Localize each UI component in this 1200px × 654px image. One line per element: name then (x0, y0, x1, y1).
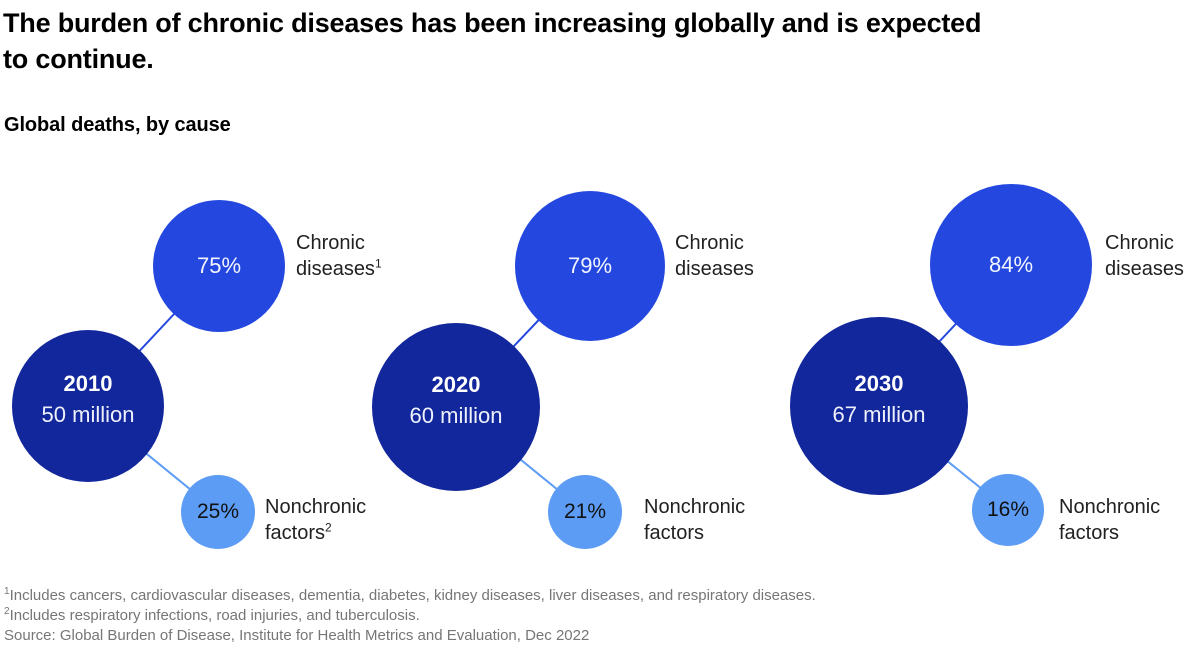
total-deaths-bubble-2010: 2010 50 million (12, 330, 164, 482)
chart-title: The burden of chronic diseases has been … (3, 5, 1183, 77)
chronic-label-2020-line2: diseases (675, 256, 754, 282)
nonchronic-bubble-2010: 25% (181, 475, 255, 549)
total-deaths-bubble-2020: 2020 60 million (372, 323, 540, 491)
year-label-2030: 2030 (854, 371, 904, 396)
source-line-text: Source: Global Burden of Disease, Instit… (4, 627, 590, 644)
footnote-1-text: Includes cancers, cardiovascular disease… (9, 587, 816, 604)
nonchronic-label-2010-line1: Nonchronic (265, 496, 367, 518)
nonchronic-label-2020-line2: factors (644, 520, 745, 546)
footnote-2-text: Includes respiratory infections, road in… (9, 607, 420, 624)
nonchronic-label-2020-line1: Nonchronic (644, 496, 746, 518)
chronic-label-2010-line1: Chronic (296, 232, 365, 254)
chronic-label-2010: Chronic diseases1 (296, 230, 382, 282)
nonchronic-pct-2030: 16% (986, 498, 1030, 521)
source-line: Source: Global Burden of Disease, Instit… (4, 626, 1104, 646)
total-deaths-text-2030: 2030 67 million (833, 368, 926, 430)
nonchronic-label-2030-line1: Nonchronic (1059, 496, 1161, 518)
chart-title-line2: to continue. (3, 44, 154, 74)
chronic-bubble-2020: 79% (515, 191, 665, 341)
nonchronic-label-2030-line2: factors (1059, 520, 1160, 546)
total-deaths-text-2020: 2020 60 million (410, 369, 503, 431)
chronic-label-2030-line1: Chronic (1105, 232, 1174, 254)
nonchronic-label-2010-footnote-marker: 2 (325, 520, 332, 535)
chronic-label-2010-word: diseases (296, 258, 375, 280)
chronic-label-2010-footnote-marker: 1 (374, 256, 382, 271)
chart-subtitle: Global deaths, by cause (4, 114, 231, 136)
chronic-label-2030-line2: diseases (1105, 256, 1184, 282)
nonchronic-pct-2010: 25% (196, 500, 240, 523)
total-value-2030: 67 million (832, 402, 926, 427)
year-label-2020: 2020 (431, 372, 481, 397)
chart-title-line1: The burden of chronic diseases has been … (3, 8, 982, 38)
chronic-label-2020-line1: Chronic (675, 232, 744, 254)
footnotes-block: 1Includes cancers, cardiovascular diseas… (4, 586, 1104, 646)
chronic-label-2010-line2: diseases1 (296, 256, 382, 282)
total-deaths-text-2010: 2010 50 million (42, 368, 135, 430)
nonchronic-bubble-2030: 16% (972, 474, 1044, 546)
nonchronic-bubble-2020: 21% (548, 475, 622, 549)
footnote-2-marker: 2 (4, 606, 10, 617)
nonchronic-pct-2020: 21% (563, 500, 607, 523)
chronic-bubble-2010: 75% (153, 200, 285, 332)
total-value-2010: 50 million (41, 402, 135, 427)
nonchronic-label-2010-line2: factors2 (265, 520, 366, 546)
nonchronic-label-2020: Nonchronic factors (644, 494, 745, 546)
nonchronic-label-2010: Nonchronic factors2 (265, 494, 366, 546)
nonchronic-label-2030-word: factors (1059, 522, 1120, 544)
footnote-1-marker: 1 (4, 586, 10, 597)
chronic-label-2030: Chronic diseases (1105, 230, 1184, 282)
year-label-2010: 2010 (63, 371, 113, 396)
chronic-bubble-2030: 84% (930, 184, 1092, 346)
chronic-pct-2020: 79% (567, 253, 613, 278)
chronic-label-2020-word: diseases (675, 258, 754, 280)
chronic-label-2020: Chronic diseases (675, 230, 754, 282)
chronic-pct-2010: 75% (196, 253, 242, 278)
nonchronic-label-2010-word: factors (265, 522, 326, 544)
total-value-2020: 60 million (409, 403, 503, 428)
total-deaths-bubble-2030: 2030 67 million (790, 317, 968, 495)
nonchronic-label-2030: Nonchronic factors (1059, 494, 1160, 546)
footnote-2: 2Includes respiratory infections, road i… (4, 606, 1104, 626)
chronic-label-2030-word: diseases (1105, 258, 1184, 280)
nonchronic-label-2020-word: factors (644, 522, 705, 544)
chronic-pct-2030: 84% (988, 252, 1034, 277)
footnote-1: 1Includes cancers, cardiovascular diseas… (4, 586, 1104, 606)
